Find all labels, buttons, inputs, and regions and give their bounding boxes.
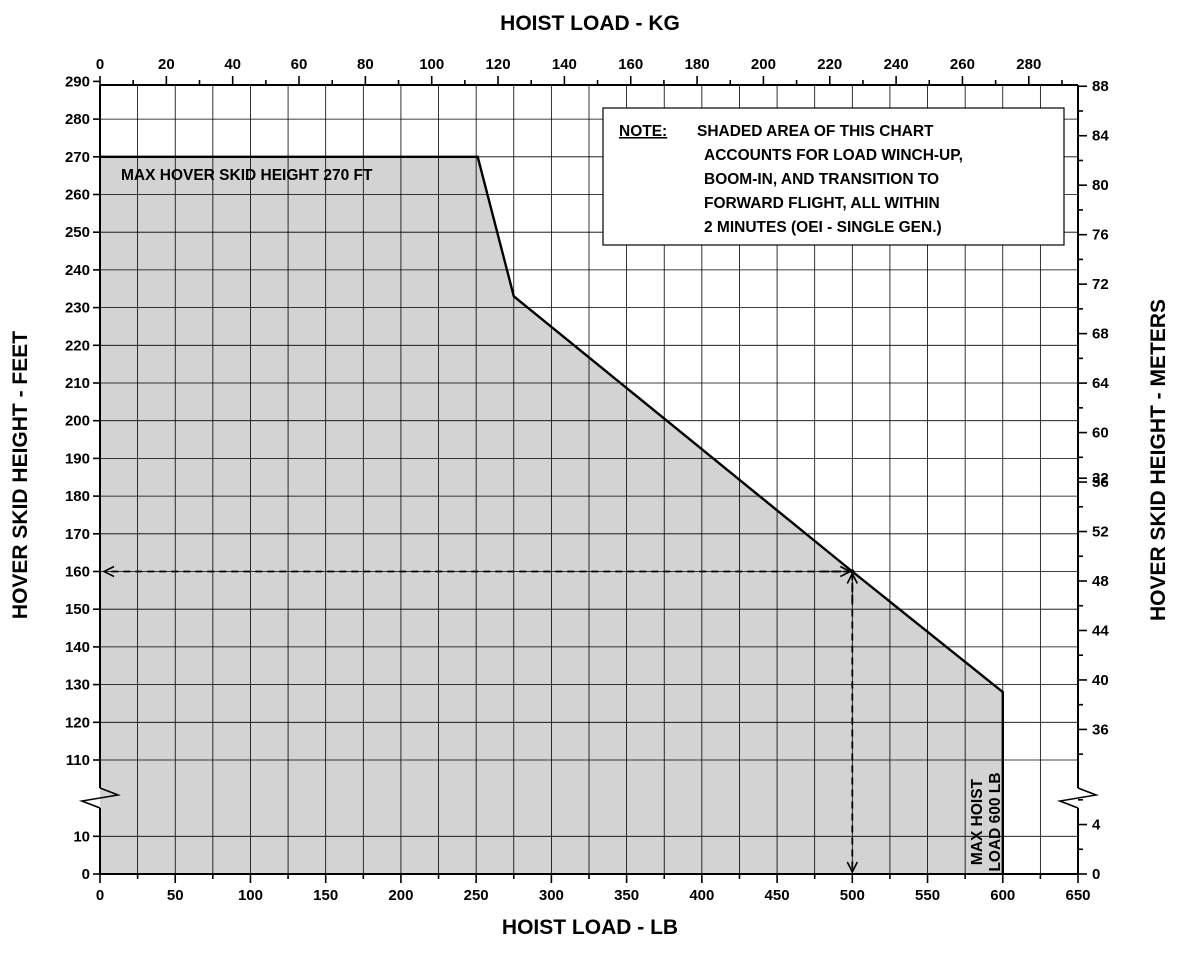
x-kg-tick-label: 0 xyxy=(96,56,104,73)
note-head: NOTE: xyxy=(619,123,667,140)
y-ft-tick-label: 0 xyxy=(82,866,90,883)
y-ft-tick-label: 160 xyxy=(65,564,90,581)
x-lb-tick-label: 150 xyxy=(313,887,338,904)
x-kg-tick-label: 240 xyxy=(884,56,909,73)
y-ft-tick-label: 110 xyxy=(66,752,90,769)
y-m-tick-label: 52 xyxy=(1092,524,1109,541)
note-line: FORWARD FLIGHT, ALL WITHIN xyxy=(704,195,940,212)
x-lb-tick-label: 450 xyxy=(765,887,790,904)
x-lb-tick-label: 100 xyxy=(238,887,263,904)
y-m-tick-label: 68 xyxy=(1092,326,1109,343)
y-ft-tick-label: 120 xyxy=(65,714,90,731)
y-ft-tick-label: 290 xyxy=(65,73,90,90)
y-m-tick-label: 44 xyxy=(1092,622,1109,639)
x-kg-tick-label: 100 xyxy=(419,56,444,73)
y-m-tick-label: 84 xyxy=(1092,128,1109,145)
note-line: BOOM-IN, AND TRANSITION TO xyxy=(704,171,939,188)
y-m-tick-label: 4 xyxy=(1092,817,1101,834)
top-axis-title: HOIST LOAD - KG xyxy=(500,12,680,35)
y-m-tick-label: 48 xyxy=(1092,573,1109,590)
bottom-axis-title: HOIST LOAD - LB xyxy=(502,916,678,939)
x-kg-tick-label: 20 xyxy=(158,56,175,73)
axis-break-left xyxy=(78,787,122,809)
y-m-tick-label: 40 xyxy=(1092,672,1109,689)
y-ft-tick-label: 230 xyxy=(65,300,90,317)
x-kg-tick-label: 60 xyxy=(291,56,308,73)
x-kg-tick-label: 140 xyxy=(552,56,577,73)
x-lb-tick-label: 650 xyxy=(1065,887,1090,904)
y-ft-tick-label: 200 xyxy=(65,413,90,430)
max-hoist-label-line2: LOAD 600 LB xyxy=(987,772,1004,871)
y-m-tick-label: 56 xyxy=(1092,474,1109,491)
y-ft-tick-label: 170 xyxy=(65,526,90,543)
x-lb-tick-label: 500 xyxy=(840,887,865,904)
axis-break-right xyxy=(1056,787,1100,809)
max-hoist-label-line1: MAX HOIST xyxy=(969,778,986,865)
x-kg-tick-label: 120 xyxy=(486,56,511,73)
x-lb-tick-label: 350 xyxy=(614,887,639,904)
x-kg-tick-label: 200 xyxy=(751,56,776,73)
envelope-boundary-line xyxy=(100,155,1004,874)
note-box xyxy=(602,107,1065,246)
y-m-tick-label: 88 xyxy=(1092,78,1109,95)
y-m-tick-label: 0 xyxy=(1092,866,1100,883)
y-ft-tick-label: 180 xyxy=(65,488,90,505)
x-lb-tick-label: 200 xyxy=(388,887,413,904)
y-ft-tick-label: 150 xyxy=(65,601,90,618)
y-ft-tick-label: 190 xyxy=(65,450,90,467)
y-m-tick-label: 72 xyxy=(1092,276,1109,293)
x-lb-tick-label: 0 xyxy=(96,887,104,904)
y-ft-tick-label: 140 xyxy=(65,639,90,656)
x-lb-tick-label: 400 xyxy=(689,887,714,904)
x-lb-tick-label: 600 xyxy=(990,887,1015,904)
y-m-tick-label: 60 xyxy=(1092,425,1109,442)
note-line: ACCOUNTS FOR LOAD WINCH-UP, xyxy=(704,147,963,164)
y-ft-tick-label: 10 xyxy=(73,828,90,845)
x-kg-tick-label: 260 xyxy=(950,56,975,73)
x-lb-tick-label: 300 xyxy=(539,887,564,904)
y-m-tick-label: 64 xyxy=(1092,375,1109,392)
left-axis-title: HOVER SKID HEIGHT - FEET xyxy=(9,331,32,619)
y-ft-tick-label: 220 xyxy=(65,337,90,354)
y-ft-tick-label: 240 xyxy=(65,262,90,279)
note-line: SHADED AREA OF THIS CHART xyxy=(697,123,934,140)
y-ft-tick-label: 250 xyxy=(65,224,90,241)
y-m-tick-label: 32 xyxy=(1092,470,1109,487)
x-kg-tick-label: 80 xyxy=(357,56,374,73)
y-ft-tick-label: 280 xyxy=(65,111,90,128)
note-line: 2 MINUTES (OEI - SINGLE GEN.) xyxy=(704,219,942,236)
right-axis-title: HOVER SKID HEIGHT - METERS xyxy=(1147,299,1170,621)
y-m-tick-label: 80 xyxy=(1092,177,1109,194)
x-kg-tick-label: 160 xyxy=(618,56,643,73)
x-lb-tick-label: 550 xyxy=(915,887,940,904)
y-m-tick-label: 36 xyxy=(1092,721,1109,738)
x-kg-tick-label: 220 xyxy=(817,56,842,73)
y-ft-tick-label: 270 xyxy=(65,149,90,166)
max-hoist-label-group: MAX HOIST LOAD 600 LB xyxy=(969,772,1004,871)
y-ft-tick-label: 130 xyxy=(65,677,90,694)
y-ft-tick-label: 210 xyxy=(65,375,90,392)
x-kg-tick-label: 180 xyxy=(685,56,710,73)
x-kg-tick-label: 280 xyxy=(1016,56,1041,73)
example-point xyxy=(850,569,855,574)
x-lb-tick-label: 50 xyxy=(167,887,184,904)
x-lb-tick-label: 250 xyxy=(464,887,489,904)
max-height-label: MAX HOVER SKID HEIGHT 270 FT xyxy=(121,167,373,184)
y-m-tick-label: 76 xyxy=(1092,227,1109,244)
x-kg-tick-label: 40 xyxy=(224,56,241,73)
y-ft-tick-label: 260 xyxy=(65,187,90,204)
